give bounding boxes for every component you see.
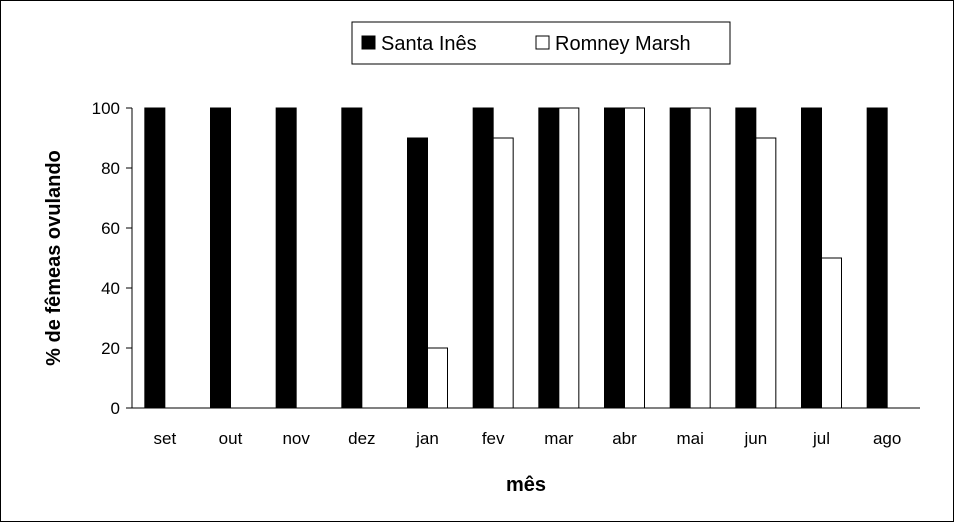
x-axis-title: mês — [506, 474, 546, 496]
x-tick-label: mai — [676, 429, 703, 448]
y-ticks: 0 20 40 60 80 100 — [92, 99, 132, 418]
x-tick-label: set — [153, 429, 176, 448]
y-tick-label: 40 — [101, 279, 120, 298]
x-ticks: set out nov dez jan fev mar abr mai jun jul ago — [153, 429, 901, 448]
bar-santa-ines — [801, 107, 822, 409]
bar-santa-ines — [538, 107, 560, 409]
y-tick-label: 100 — [92, 99, 120, 118]
y-tick-label: 60 — [101, 219, 120, 238]
bar-romney-marsh — [427, 347, 448, 409]
legend-label-santa-ines: Santa Inês — [381, 33, 477, 55]
bar-romney-marsh — [821, 257, 842, 409]
x-tick-label: jun — [743, 429, 767, 448]
legend-label-romney-marsh: Romney Marsh — [555, 33, 691, 55]
bar-romney-marsh — [492, 137, 514, 409]
x-tick-label: dez — [348, 429, 375, 448]
bar-santa-ines — [604, 107, 625, 409]
x-tick-label: jul — [812, 429, 830, 448]
y-axis-title: % de fêmeas ovulando — [43, 150, 65, 366]
x-tick-label: fev — [482, 429, 505, 448]
bar-romney-marsh — [689, 107, 711, 409]
x-tick-label: nov — [282, 429, 310, 448]
x-tick-label: jan — [415, 429, 439, 448]
bar-santa-ines — [669, 107, 691, 409]
x-tick-label: ago — [873, 429, 901, 448]
bar-santa-ines — [866, 107, 888, 409]
x-tick-label: out — [219, 429, 243, 448]
y-tick-label: 20 — [101, 339, 120, 358]
y-tick-label: 0 — [111, 399, 120, 418]
bar-santa-ines — [210, 107, 231, 409]
legend: Santa Inês Romney Marsh — [351, 21, 731, 65]
bar-santa-ines — [275, 107, 297, 409]
bar-romney-marsh — [755, 137, 777, 409]
bar-santa-ines — [472, 107, 494, 409]
x-tick-label: abr — [612, 429, 637, 448]
y-tick-label: 80 — [101, 159, 120, 178]
bar-santa-ines — [735, 107, 757, 409]
x-tick-label: mar — [544, 429, 574, 448]
bar-romney-marsh — [624, 107, 645, 409]
bars — [144, 107, 888, 409]
legend-swatch-romney-marsh — [535, 35, 550, 50]
bar-santa-ines — [341, 107, 363, 409]
bar-santa-ines — [144, 107, 166, 409]
bar-romney-marsh — [558, 107, 580, 409]
bar-santa-ines — [407, 137, 428, 409]
legend-swatch-santa-ines — [361, 35, 376, 50]
